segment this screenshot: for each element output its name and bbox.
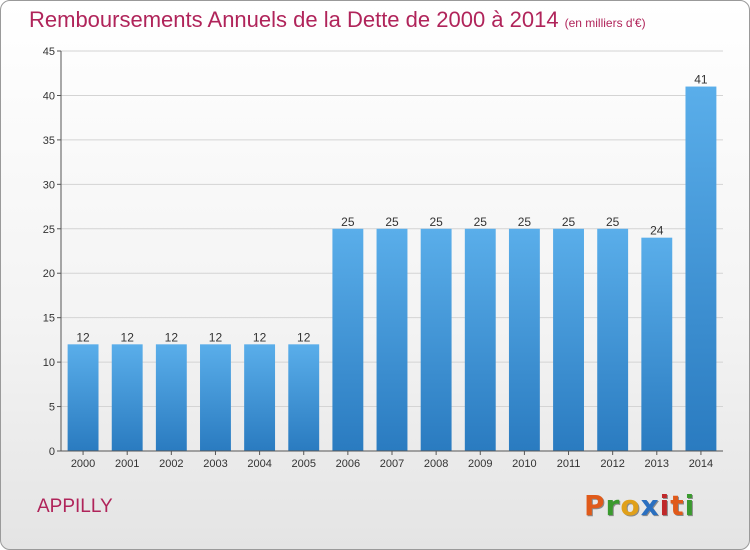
- title-unit: (en milliers d'€): [564, 16, 646, 30]
- bar: [376, 228, 408, 451]
- logo-letter: P: [584, 489, 606, 522]
- y-tick-label: 5: [49, 402, 55, 414]
- y-tick-label: 0: [49, 446, 55, 458]
- x-tick-label: 2001: [115, 458, 139, 470]
- data-label: 25: [429, 215, 443, 229]
- data-label: 12: [76, 330, 90, 344]
- data-label: 24: [650, 224, 664, 238]
- bar: [420, 228, 452, 451]
- data-label: 12: [297, 330, 311, 344]
- data-label: 41: [694, 73, 708, 87]
- data-label: 25: [385, 215, 399, 229]
- x-tick-label: 2004: [247, 458, 271, 470]
- x-tick-label: 2000: [71, 458, 95, 470]
- y-tick-label: 30: [43, 179, 55, 191]
- logo-letter: i: [659, 489, 671, 522]
- bar: [200, 344, 231, 451]
- data-label: 12: [253, 330, 267, 344]
- bar: [332, 228, 364, 451]
- data-label: 25: [606, 215, 620, 229]
- bar: [111, 344, 143, 451]
- x-tick-label: 2005: [291, 458, 315, 470]
- x-tick-label: 2010: [512, 458, 536, 470]
- x-tick-label: 2002: [159, 458, 183, 470]
- logo-letter: x: [640, 489, 660, 522]
- x-tick-label: 2006: [336, 458, 360, 470]
- data-label: 25: [562, 215, 576, 229]
- data-label: 12: [209, 330, 223, 344]
- bar: [244, 344, 276, 451]
- title-text: Remboursements Annuels de la Dette de 20…: [29, 7, 559, 32]
- commune-name: APPILLY: [37, 496, 113, 517]
- bar: [553, 228, 584, 451]
- y-tick-label: 40: [43, 90, 55, 102]
- bar: [464, 228, 496, 451]
- y-tick-label: 10: [43, 357, 55, 369]
- data-label: 25: [474, 215, 488, 229]
- x-tick-label: 2003: [203, 458, 227, 470]
- x-tick-label: 2011: [557, 458, 581, 470]
- y-tick-label: 25: [43, 224, 55, 236]
- bar: [685, 86, 717, 452]
- x-tick-label: 2009: [468, 458, 492, 470]
- data-label: 25: [341, 215, 355, 229]
- logo-letter: r: [605, 489, 621, 522]
- chart-title: Remboursements Annuels de la Dette de 20…: [29, 7, 646, 33]
- data-label: 12: [121, 330, 135, 344]
- y-tick-label: 35: [43, 135, 55, 147]
- bar: [641, 237, 673, 451]
- bar: [67, 344, 99, 451]
- bar: [288, 344, 320, 451]
- x-tick-label: 2007: [380, 458, 404, 470]
- bar: [155, 344, 187, 451]
- bar: [597, 228, 629, 451]
- y-tick-label: 45: [43, 46, 55, 58]
- logo-letter: o: [620, 489, 641, 522]
- x-tick-label: 2012: [600, 458, 624, 470]
- logo-letter: i: [684, 489, 696, 522]
- y-tick-label: 20: [43, 268, 55, 280]
- x-tick-label: 2013: [645, 458, 669, 470]
- y-tick-label: 15: [43, 313, 55, 325]
- data-label: 12: [165, 330, 179, 344]
- x-tick-label: 2008: [424, 458, 448, 470]
- bar: [508, 228, 540, 451]
- proxiti-logo: Proxiti: [584, 489, 695, 522]
- data-label: 25: [518, 215, 532, 229]
- x-tick-label: 2014: [689, 458, 713, 470]
- logo-letter: t: [670, 489, 685, 522]
